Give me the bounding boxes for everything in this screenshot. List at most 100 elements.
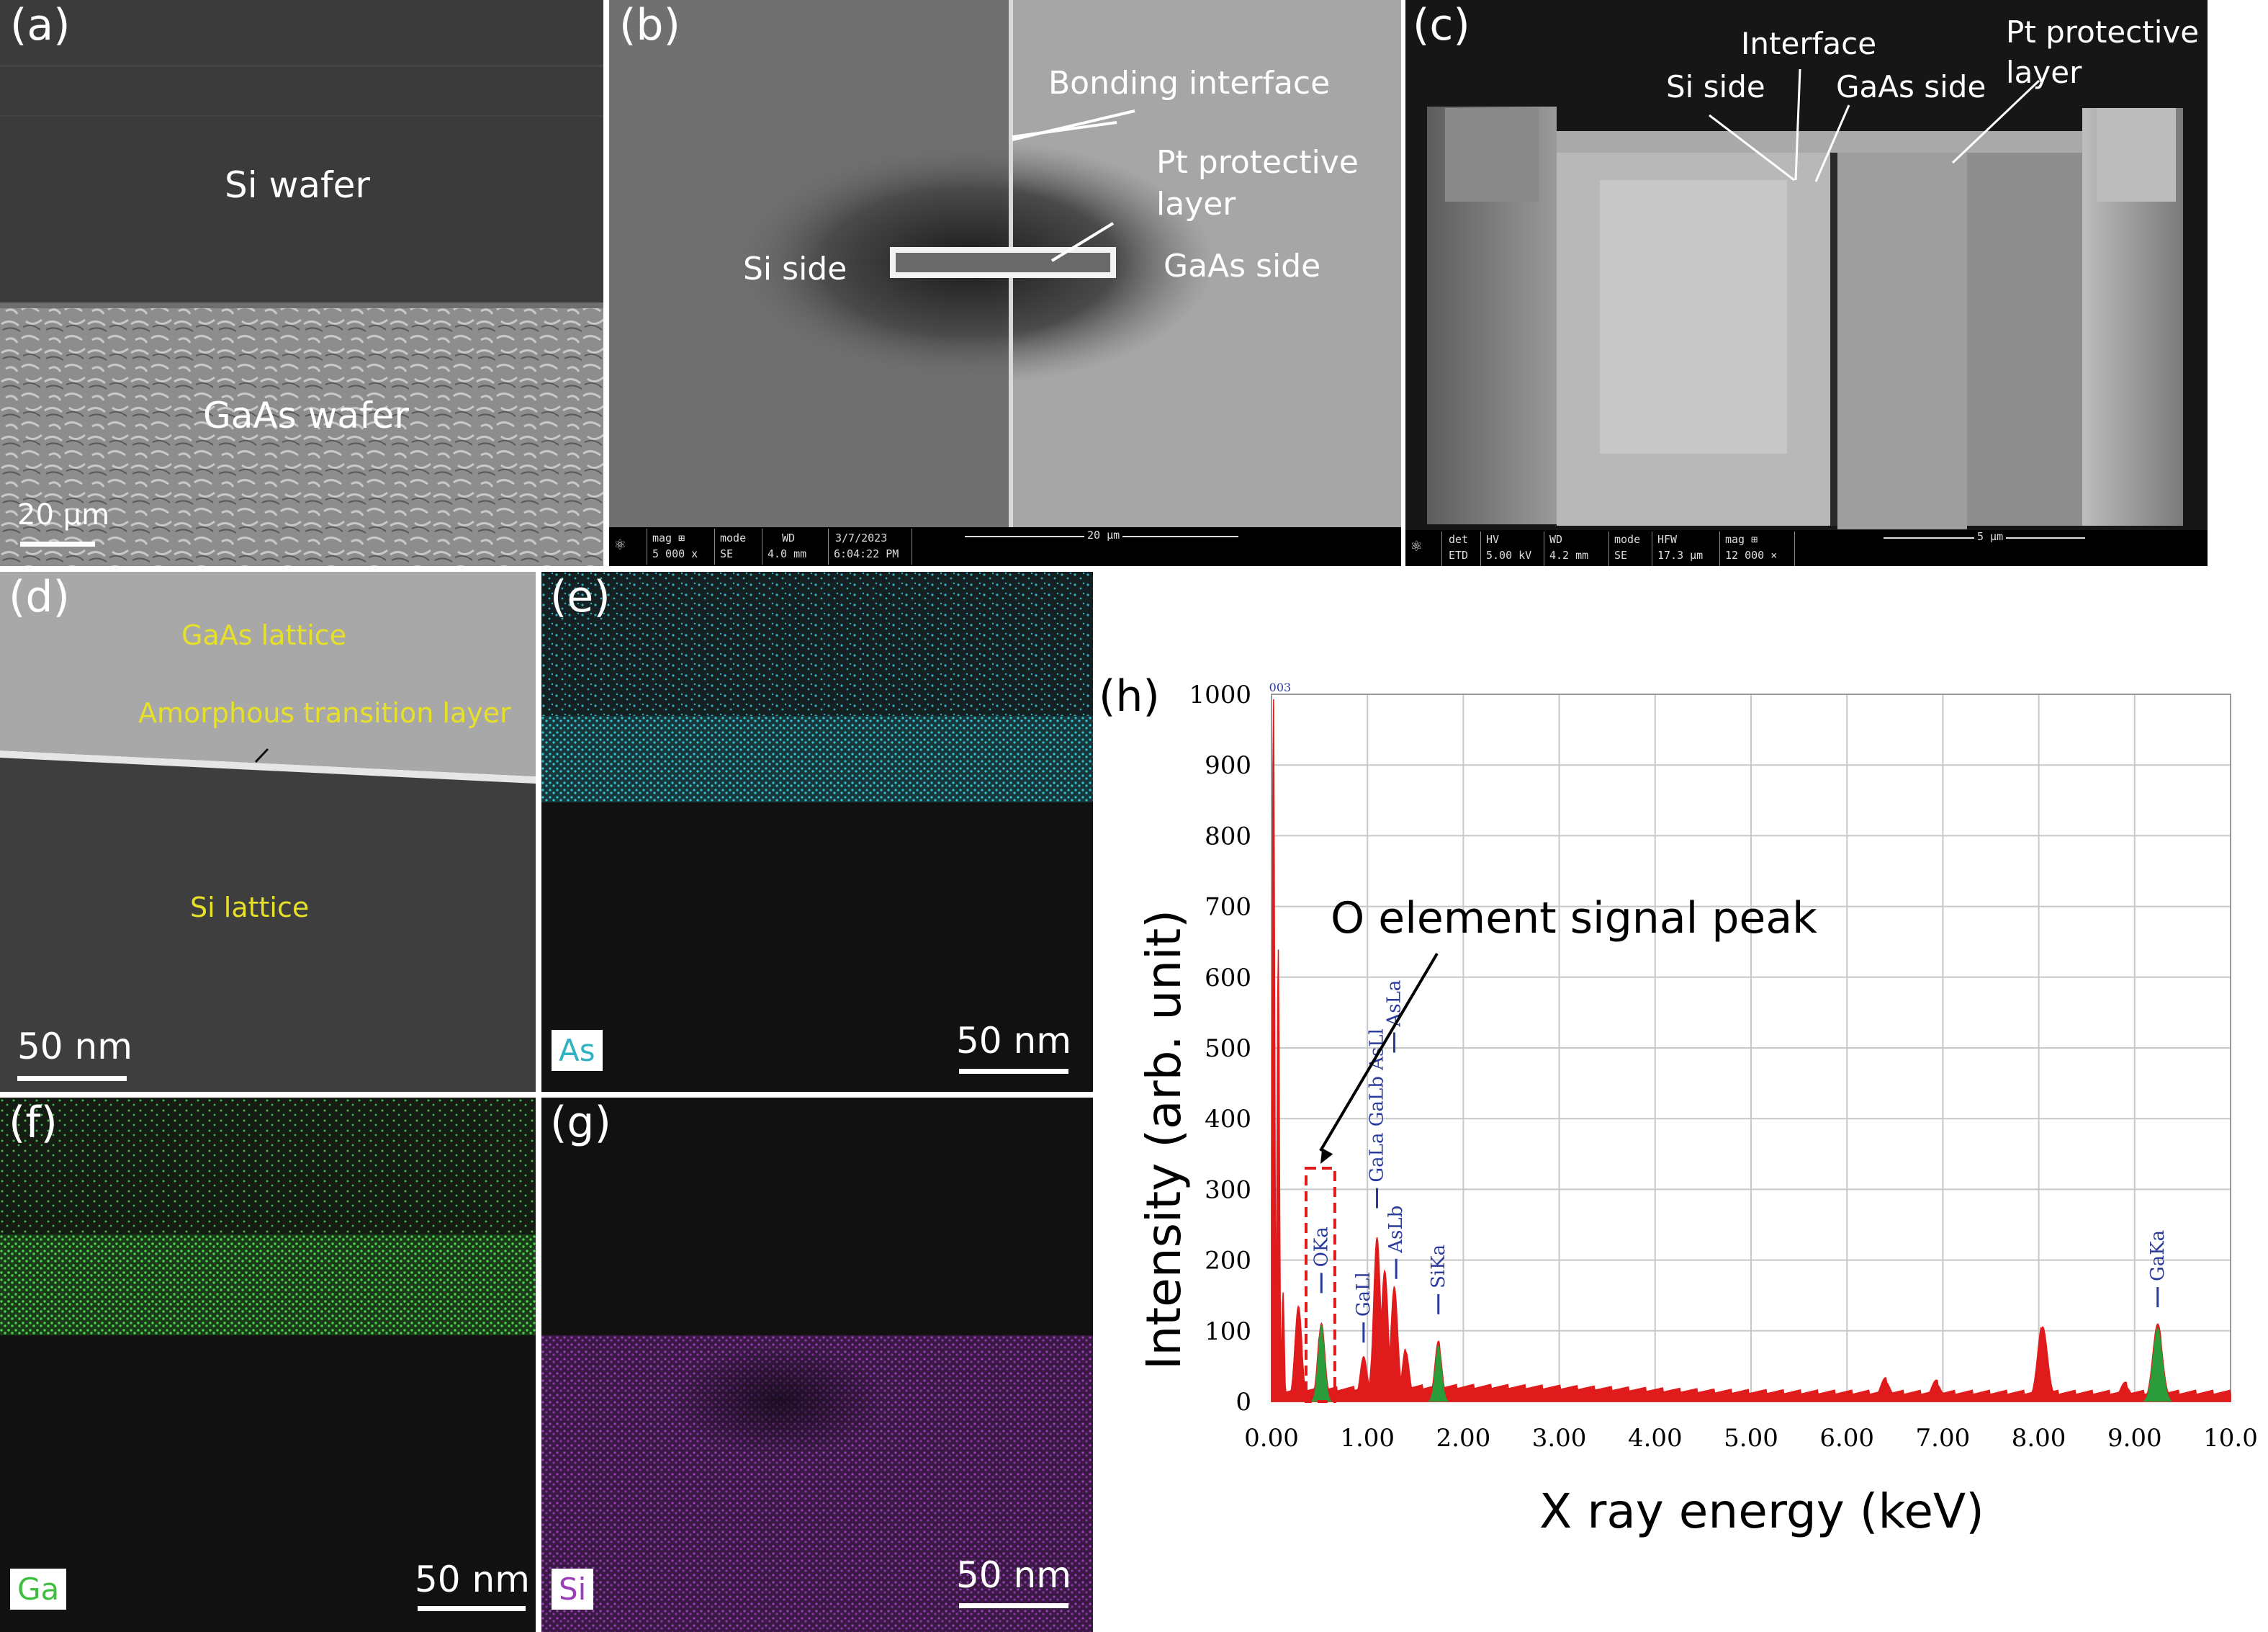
bonding-interface-label: Bonding interface	[1048, 65, 1331, 102]
panel-g: (g) Si 50 nm	[541, 1098, 1093, 1632]
panel-b-image	[609, 0, 1401, 566]
panel-a-label: (a)	[10, 0, 71, 50]
annotation-arrowhead	[1320, 1148, 1333, 1164]
scalebar	[17, 1076, 127, 1081]
si-side-label: Si side	[743, 251, 847, 287]
panel-b-label: (b)	[619, 0, 680, 50]
time-value: 6:04:22 PM	[834, 547, 899, 560]
x-tick-labels: 0.00 1.00 2.00 3.00 4.00 5.00 6.00 7.00 8.00 9.00…	[1244, 1424, 2258, 1453]
panel-a: (a) Si wafer GaAs wafer 20 µm	[0, 0, 603, 566]
mode-label: mode	[1614, 533, 1641, 546]
panel-g-label: (g)	[550, 1098, 611, 1148]
panel-h: (h) 0 100 200 300 400 500 600 700 800 900 1000 0.0…	[1099, 572, 2268, 1632]
element-si-badge: Si	[552, 1569, 594, 1610]
o-peak-highlight-box	[1304, 1166, 1336, 1403]
scalebar-label: 50 nm	[956, 1020, 1071, 1062]
annotation-arrow	[1319, 952, 1439, 1152]
eds-spectrum-chart: 0 100 200 300 400 500 600 700 800 900 1000 0.00 1.0…	[1189, 681, 2258, 1453]
si-lattice-label: Si lattice	[190, 892, 310, 923]
pt-layer-label-line2: layer	[1156, 186, 1236, 223]
hv-label: HV	[1486, 533, 1500, 546]
panel-f-label: (f)	[9, 1098, 58, 1148]
peak-label: GaKa	[2147, 1230, 2169, 1281]
sem-scale-label: 20 µm	[1084, 529, 1123, 542]
top-peak-marker: 003	[1269, 681, 1292, 694]
highlighted-peak	[1428, 1345, 1449, 1402]
wd-label: WD	[782, 532, 796, 544]
scalebar-label: 50 nm	[17, 1026, 132, 1067]
chart-annotation: O element signal peak	[1331, 893, 1817, 943]
sem-info-bar: ⚛ det ETD HV 5.00 kV WD 4.2 mm mode SE H…	[1405, 530, 2208, 566]
scalebar	[959, 1069, 1068, 1074]
element-as-badge: As	[552, 1030, 603, 1071]
amorphous-layer-label: Amorphous transition layer	[138, 697, 511, 729]
y-tick-label: 600	[1205, 964, 1251, 992]
x-tick-label: 5.00	[1724, 1424, 1778, 1453]
mag-label: mag ⊞	[652, 532, 685, 544]
mag-value: 12 000 ×	[1725, 549, 1778, 562]
y-tick-label: 1000	[1189, 681, 1251, 709]
element-ga-badge: Ga	[10, 1569, 67, 1610]
peak-label: GaLa GaLb AsLl	[1367, 1028, 1388, 1182]
gaas-side-label: GaAs side	[1836, 69, 1986, 104]
y-tick-label: 300	[1205, 1175, 1251, 1204]
mag-label: mag ⊞	[1725, 533, 1758, 546]
y-tick-label: 100	[1205, 1317, 1251, 1346]
panel-d-label: (d)	[9, 572, 70, 622]
panel-e: (e) As 50 nm	[541, 572, 1093, 1092]
mode-label: mode	[720, 532, 747, 544]
scalebar-label: 20 µm	[17, 498, 110, 532]
x-tick-label: 7.00	[1916, 1424, 1971, 1453]
grid	[1271, 694, 2231, 1402]
date-value: 3/7/2023	[835, 532, 888, 544]
sem-logo-icon: ⚛	[1411, 535, 1422, 555]
peak-label: SiKa	[1428, 1245, 1449, 1288]
highlighted-peak	[2143, 1327, 2172, 1402]
hv-value: 5.00 kV	[1486, 549, 1532, 562]
mag-value: 5 000 x	[652, 547, 698, 560]
x-tick-label: 9.00	[2107, 1424, 2162, 1453]
scalebar-label: 50 nm	[415, 1559, 530, 1600]
gaas-side-label: GaAs side	[1164, 248, 1321, 284]
x-tick-label: 4.00	[1628, 1424, 1683, 1453]
spectrum-fill	[1271, 699, 2231, 1402]
x-tick-label: 2.00	[1436, 1424, 1491, 1453]
panel-f: (f) Ga 50 nm	[0, 1098, 536, 1632]
pt-layer-label-line1: Pt protective	[1156, 144, 1359, 181]
wd-value: 4.2 mm	[1549, 549, 1589, 562]
wd-value: 4.0 mm	[768, 547, 807, 560]
peak-label: AsLa	[1383, 980, 1405, 1028]
det-label: det	[1449, 533, 1469, 546]
pt-layer-label-line1: Pt protective	[2006, 14, 2200, 50]
panel-d: (d) GaAs lattice Amorphous transition la…	[0, 572, 536, 1092]
x-tick-label: 1.00	[1340, 1424, 1395, 1453]
pt-layer-label-line2: layer	[2006, 55, 2082, 90]
hfw-value: 17.3 µm	[1657, 549, 1704, 562]
interface-label: Interface	[1741, 26, 1877, 61]
scalebar	[959, 1603, 1068, 1608]
peak-label: AsLb	[1385, 1206, 1407, 1254]
x-tick-label: 0.00	[1244, 1424, 1299, 1453]
spectrum	[1271, 699, 2231, 1402]
y-tick-label: 500	[1205, 1034, 1251, 1063]
y-tick-label: 400	[1205, 1105, 1251, 1134]
mode-value: SE	[1614, 549, 1628, 562]
peak-label: OKa	[1310, 1227, 1332, 1267]
scalebar	[20, 542, 95, 547]
x-axis-label: X ray energy (keV)	[1539, 1484, 1984, 1539]
x-tick-label: 8.00	[2012, 1424, 2066, 1453]
wd-label: WD	[1549, 533, 1563, 546]
y-tick-label: 700	[1205, 893, 1251, 922]
y-tick-labels: 0 100 200 300 400 500 600 700 800 900 1000	[1189, 681, 1251, 1417]
highlighted-peak	[1311, 1324, 1332, 1402]
y-tick-label: 0	[1236, 1388, 1251, 1417]
y-tick-label: 800	[1205, 822, 1251, 851]
panel-a-image	[0, 0, 603, 566]
panel-c-image	[1405, 0, 2208, 566]
y-tick-label: 200	[1205, 1247, 1251, 1275]
sem-logo-icon: ⚛	[615, 534, 626, 554]
det-value: ETD	[1449, 549, 1469, 562]
mode-value: SE	[720, 547, 734, 560]
x-tick-label: 10.0	[2203, 1424, 2258, 1453]
